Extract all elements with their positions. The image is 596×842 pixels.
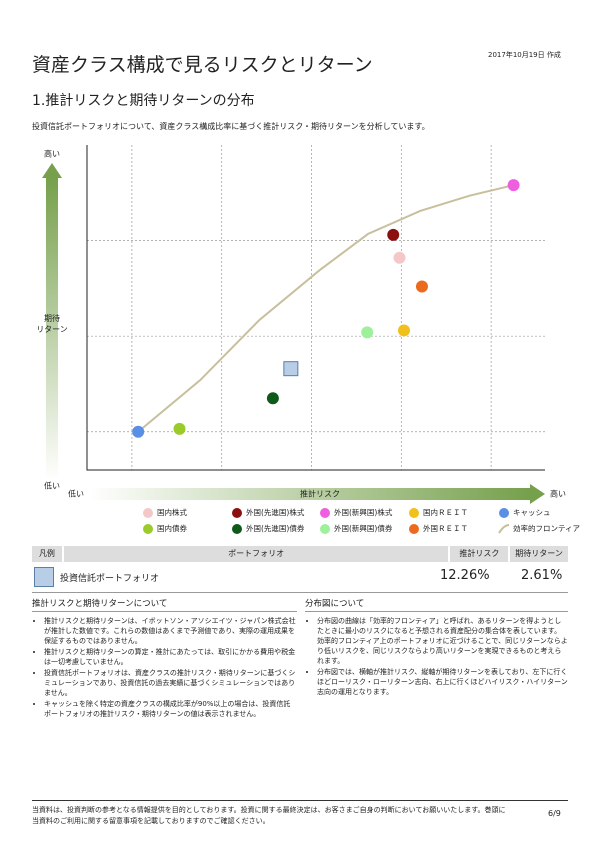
data-point — [393, 251, 406, 264]
x-arrow — [90, 488, 530, 500]
portfolio-point — [283, 361, 299, 377]
page-number: 6/9 — [548, 809, 561, 818]
y-label: 期待リターン — [36, 313, 68, 334]
footer: 当資料は、投資判断の参考となる情報提供を目的としております。投資に関する最終決定… — [32, 806, 506, 825]
data-point — [132, 425, 145, 438]
title: 資産クラス構成で見るリスクとリターン — [32, 54, 373, 76]
th: 期待リターン — [510, 546, 568, 562]
y-arrow — [46, 178, 58, 480]
td: 12.26% — [440, 568, 490, 583]
legend-dot — [320, 524, 330, 534]
data-point — [266, 392, 279, 405]
legend-dot — [143, 508, 153, 518]
notes-title: 分布図について — [305, 597, 568, 612]
th: 凡例 — [32, 546, 62, 562]
legend-line — [498, 524, 510, 534]
data-point — [173, 422, 186, 435]
legend-dot — [232, 524, 242, 534]
intro: 投資信託ポートフォリオについて、資産クラス構成比率に基づく推計リスク・期待リター… — [32, 122, 430, 131]
x-low: 低い — [68, 489, 84, 499]
y-low: 低い — [44, 481, 60, 491]
legend-label: 国内ＲＥＩＴ — [423, 507, 468, 517]
data-point — [398, 324, 411, 337]
legend-label: 外国(先進国)株式 — [246, 507, 305, 517]
notes-left: 推計リスクと期待リターンについて 推計リスクと期待リターンは、イボットソン・アソ… — [32, 597, 297, 720]
notes-title: 推計リスクと期待リターンについて — [32, 597, 297, 612]
td: 投資信託ポートフォリオ — [60, 574, 160, 584]
note-item: 分布図では、横軸が推計リスク、縦軸が期待リターンを表しており、左下に行くほどロー… — [317, 667, 568, 697]
note-item: 推計リスクと期待リターンの算定・推計にあたっては、取引にかかる費用や税金は一切考… — [44, 647, 297, 667]
data-point — [387, 228, 400, 241]
data-point — [415, 280, 428, 293]
note-item: 分布図の曲線は「効率的フロンティア」と呼ばれ、あるリターンを得ようとしたときに最… — [317, 616, 568, 666]
legend-dot — [143, 524, 153, 534]
th: ポートフォリオ — [63, 546, 449, 562]
legend-dot — [409, 508, 419, 518]
frontier-line — [137, 184, 514, 433]
axis — [86, 145, 545, 471]
note-item: 推計リスクと期待リターンは、イボットソン・アソシエイツ・ジャパン株式会社が推計し… — [44, 616, 297, 646]
legend-dot — [409, 524, 419, 534]
legend-label: キャッシュ — [513, 508, 551, 517]
legend-label: 国内債券 — [157, 523, 187, 533]
legend-label: 外国ＲＥＩＴ — [423, 523, 468, 533]
legend-label: 外国(先進国)債券 — [246, 523, 305, 533]
td: 2.61% — [521, 568, 563, 583]
note-item: 投資信託ポートフォリオは、資産クラスの推計リスク・期待リターンに基づくシミュレー… — [44, 668, 297, 698]
legend-label: 外国(新興国)債券 — [334, 523, 393, 533]
x-arrow-head — [530, 484, 545, 504]
legend-dot — [499, 508, 509, 518]
legend-square — [34, 567, 54, 587]
data-point — [507, 179, 520, 192]
date: 2017年10月19日 作成 — [488, 51, 561, 59]
legend-dot — [232, 508, 242, 518]
y-arrow-head — [42, 163, 62, 178]
y-high: 高い — [44, 149, 60, 159]
legend-label: 効率的フロンティア — [513, 523, 580, 533]
x-high: 高い — [550, 489, 566, 499]
note-item: キャッシュを除く特定の資産クラスの構成比率が90%以上の場合は、投資信託ポートフ… — [44, 699, 297, 719]
x-label: 推計リスク — [300, 489, 340, 499]
section-title: 1.推計リスクと期待リターンの分布 — [32, 93, 255, 109]
legend-dot — [320, 508, 330, 518]
notes-right: 分布図について 分布図の曲線は「効率的フロンティア」と呼ばれ、あるリターンを得よ… — [305, 597, 568, 698]
legend-label: 外国(新興国)株式 — [334, 507, 393, 517]
data-point — [361, 326, 374, 339]
legend-label: 国内株式 — [157, 507, 187, 517]
th: 推計リスク — [450, 546, 509, 562]
